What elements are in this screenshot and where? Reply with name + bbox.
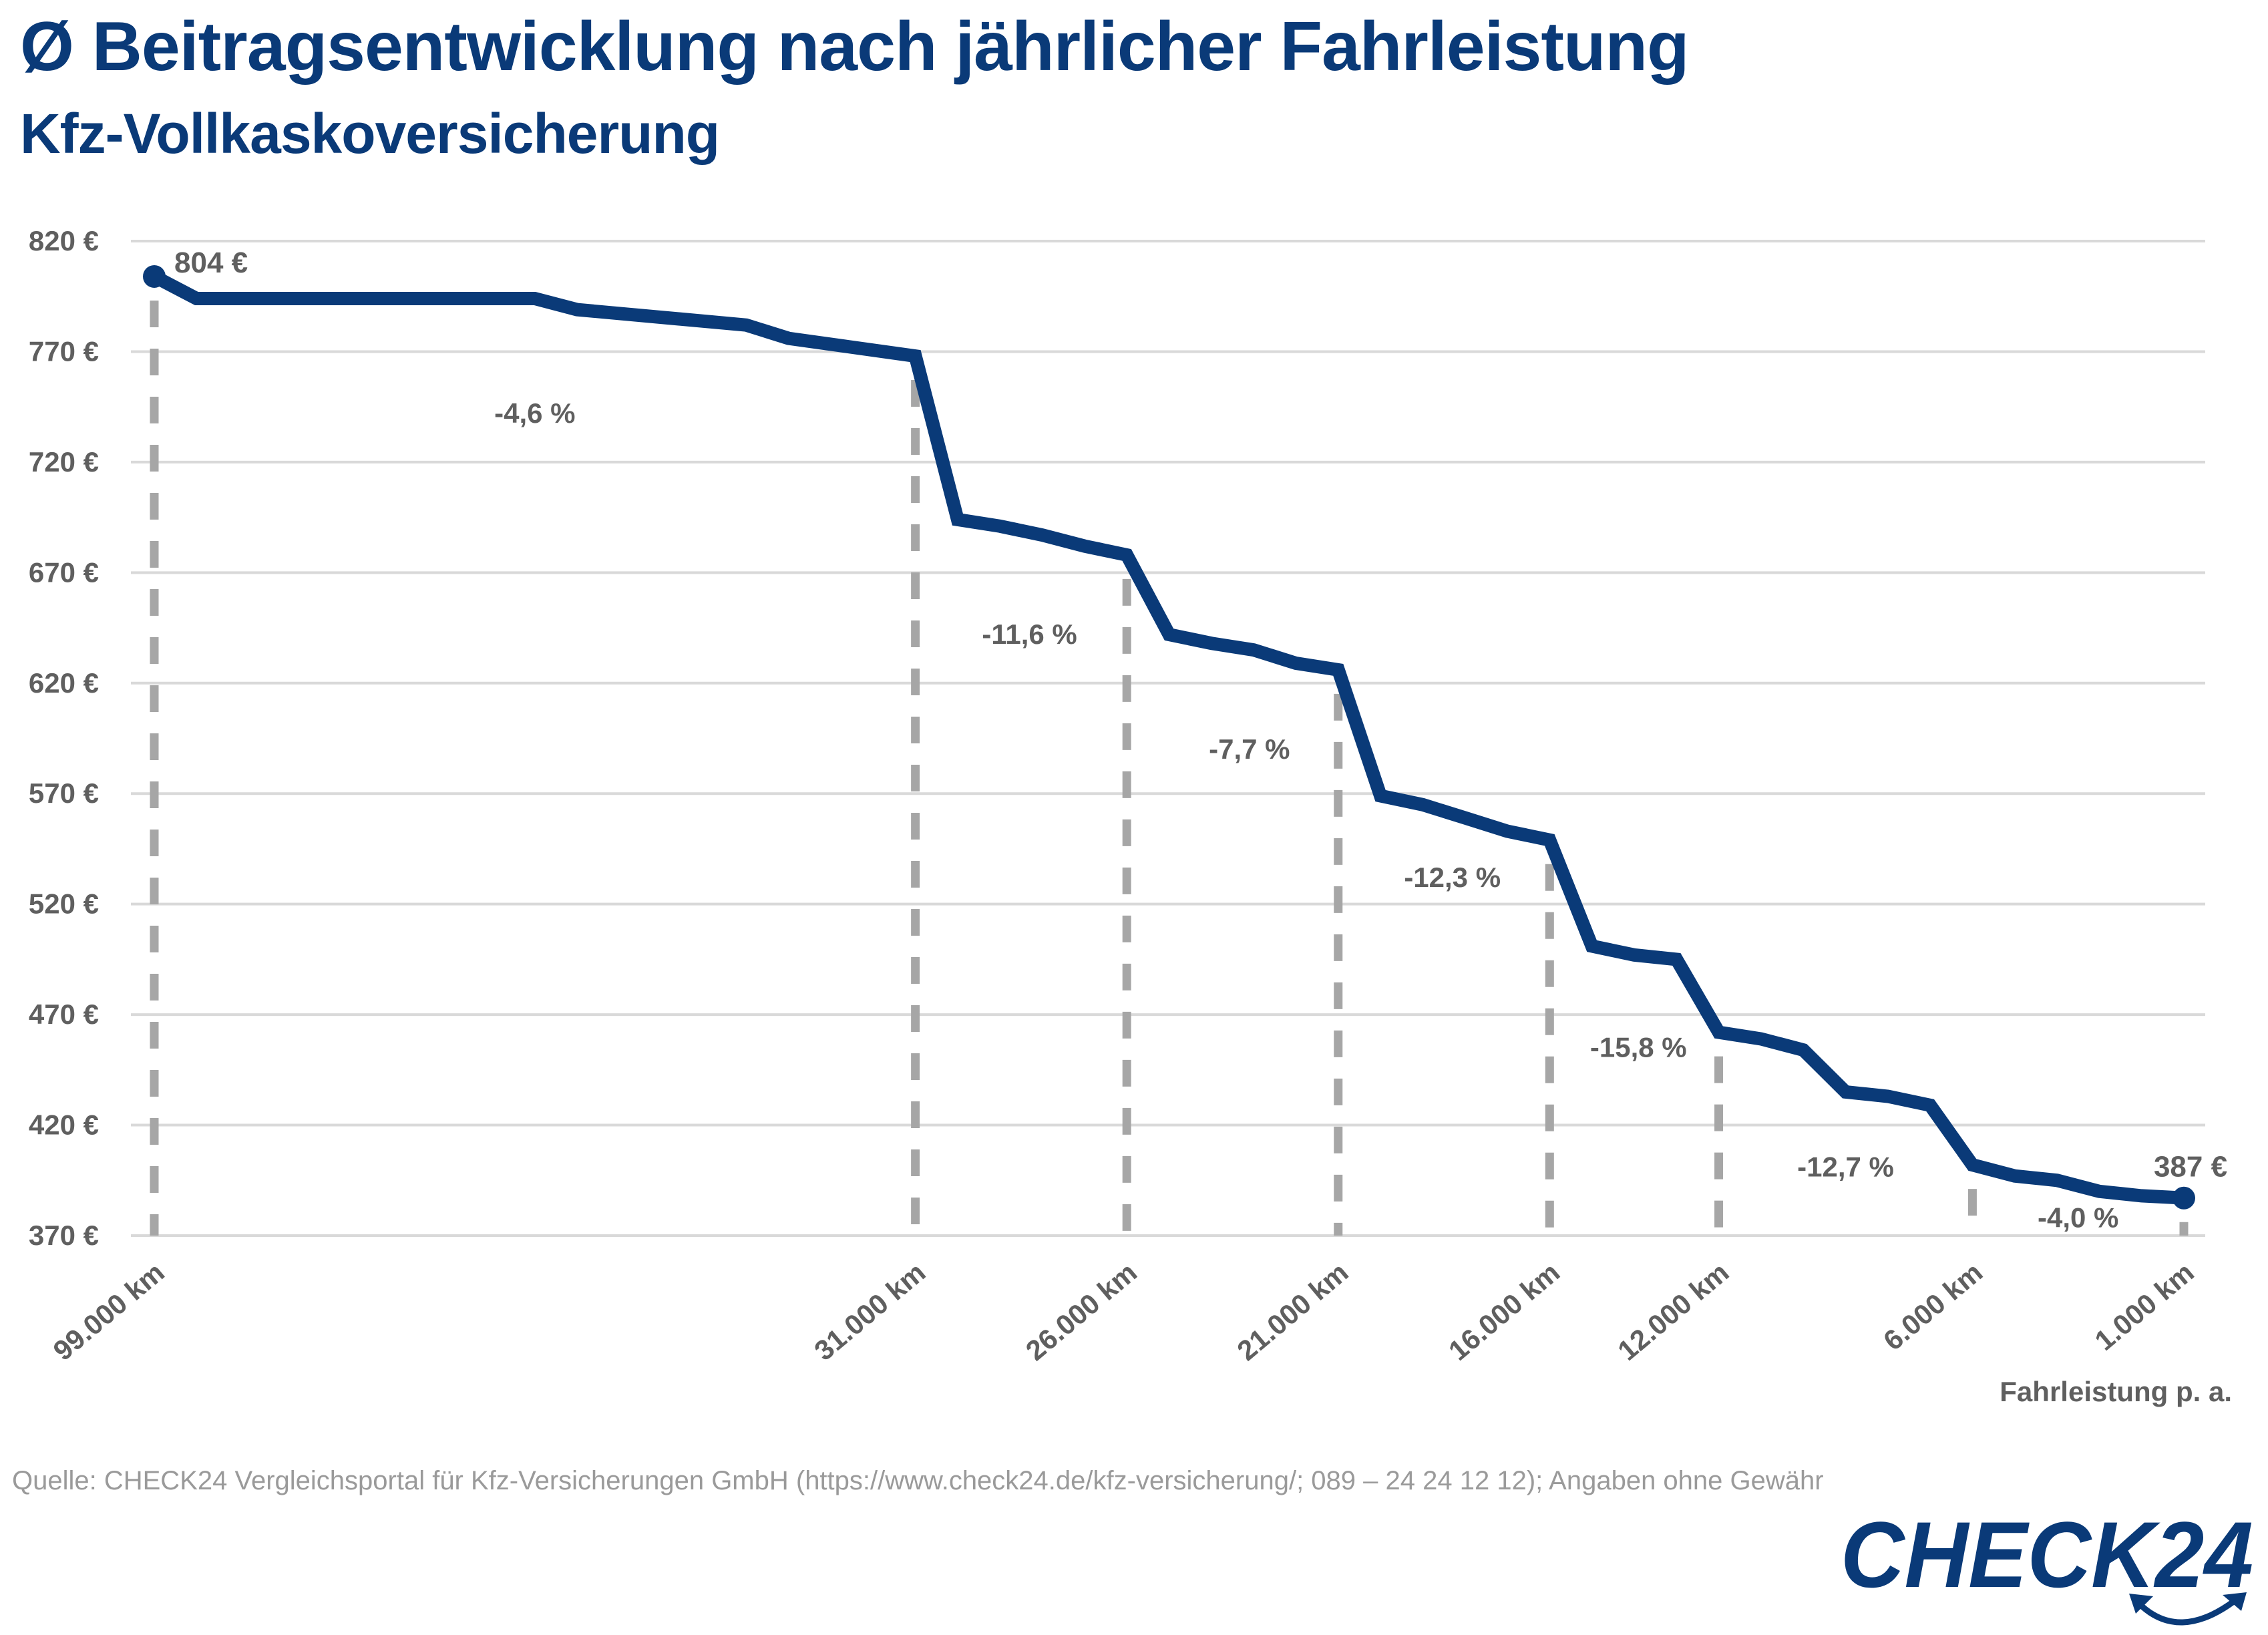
line-chart: 820 € 770 € 720 € 670 € 620 € 570 € 520 € 470 €… <box>29 225 2232 1407</box>
y-tick-label: 720 € <box>29 446 99 478</box>
logo-smile-arrow-icon <box>2136 1598 2237 1626</box>
endpoint-marker <box>143 264 166 288</box>
start-value-label: 804 € <box>174 246 248 279</box>
series-line <box>148 269 2191 1205</box>
y-tick-label: 420 € <box>29 1109 99 1141</box>
check24-logo: CHECK24 <box>1841 1509 2253 1626</box>
end-value-labels: 804 € 387 € <box>174 246 2227 1184</box>
y-tick-label: 620 € <box>29 667 99 699</box>
gridlines <box>131 240 2205 1237</box>
x-tick-label: 1.000 km <box>2089 1256 2200 1356</box>
x-tick-label: 26.000 km <box>1020 1256 1143 1367</box>
end-value-label: 387 € <box>2154 1151 2227 1184</box>
y-tick-label: 820 € <box>29 225 99 256</box>
x-tick-label: 16.000 km <box>1443 1256 1565 1367</box>
percent-change-label: -4,0 % <box>2038 1202 2118 1234</box>
percent-annotations: -4,6 % -11,6 % -7,7 % -12,3 % -15,8 % -12,7 %… <box>494 397 2118 1233</box>
y-tick-label: 570 € <box>29 777 99 809</box>
y-tick-label: 470 € <box>29 998 99 1030</box>
percent-change-label: -12,7 % <box>1797 1151 1894 1182</box>
y-tick-label: 370 € <box>29 1220 99 1251</box>
chart-subtitle: Kfz-Vollkaskoversicherung <box>20 102 720 165</box>
percent-change-label: -12,3 % <box>1404 862 1501 893</box>
y-tick-label: 520 € <box>29 888 99 920</box>
x-tick-label: 31.000 km <box>808 1256 931 1367</box>
x-tick-label: 21.000 km <box>1231 1256 1354 1367</box>
y-axis-labels: 820 € 770 € 720 € 670 € 620 € 570 € 520 € 470 €… <box>29 225 99 1251</box>
series-line-group <box>143 264 2195 1210</box>
x-tick-label: 12.000 km <box>1612 1256 1734 1367</box>
chart-title: Ø Beitragsentwicklung nach jährlicher Fa… <box>20 8 1690 85</box>
logo-arrow-left-icon <box>2129 1594 2153 1614</box>
endpoint-marker <box>2172 1186 2195 1210</box>
source-note: Quelle: CHECK24 Vergleichsportal für Kfz… <box>12 1466 1824 1495</box>
x-tick-label: 6.000 km <box>1877 1256 1988 1356</box>
y-tick-label: 770 € <box>29 335 99 367</box>
x-axis-title: Fahrleistung p. a. <box>2000 1376 2232 1407</box>
tick-dashed-lines <box>150 300 2189 1236</box>
percent-change-label: -15,8 % <box>1590 1032 1687 1063</box>
logo-wordmark: CHECK24 <box>1841 1509 2253 1607</box>
x-tick-label: 99.000 km <box>47 1256 170 1367</box>
logo-arrow-right-icon <box>2223 1592 2247 1611</box>
percent-change-label: -7,7 % <box>1209 733 1290 765</box>
percent-change-label: -11,6 % <box>982 618 1077 650</box>
percent-change-label: -4,6 % <box>494 397 575 429</box>
x-axis-labels: 99.000 km 31.000 km 26.000 km 21.000 km 16.0… <box>47 1256 2200 1367</box>
y-tick-label: 670 € <box>29 556 99 588</box>
